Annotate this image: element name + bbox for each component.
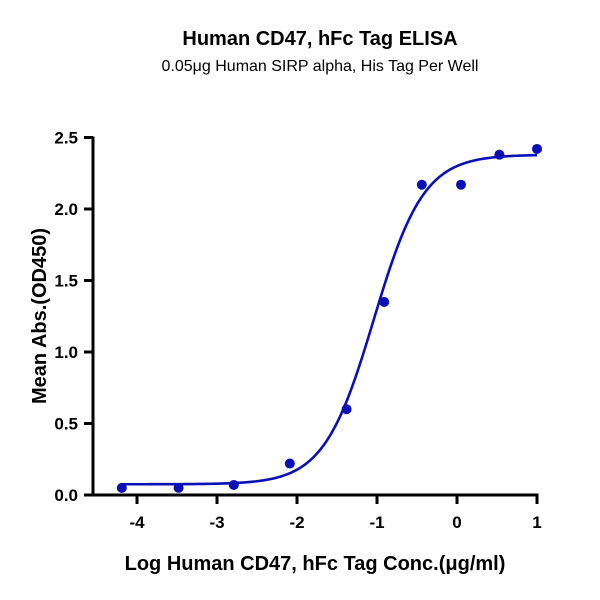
axes: -4 -3 -2 -1 0 1 0.0 0.5 1.0 1.5 2.0 2.5 <box>54 129 541 533</box>
fit-curve <box>121 153 538 486</box>
y-tick-label: 2.0 <box>54 200 78 219</box>
chart-title: Human CD47, hFc Tag ELISA <box>182 28 458 50</box>
data-point <box>284 458 295 469</box>
x-tick-label: 0 <box>452 513 461 532</box>
x-tick-label: -4 <box>129 513 145 532</box>
data-point <box>532 143 542 154</box>
data-point <box>494 149 505 160</box>
data-point <box>173 482 184 493</box>
fit-curve-group <box>121 153 538 486</box>
y-tick-label: 2.5 <box>54 129 78 148</box>
data-point <box>379 296 390 307</box>
y-axis-label: Mean Abs.(OD450) <box>29 228 51 404</box>
x-tick-label: -2 <box>289 513 304 532</box>
y-tick-label: 0.5 <box>54 415 78 434</box>
chart-subtitle: 0.05μg Human SIRP alpha, His Tag Per Wel… <box>161 58 479 75</box>
data-point <box>341 404 352 415</box>
y-tick-label: 0.0 <box>54 486 78 505</box>
data-point <box>456 179 466 190</box>
y-tick-label: 1.0 <box>54 343 78 362</box>
data-point <box>416 179 427 190</box>
x-axis-label: Log Human CD47, hFc Tag Conc.(μg/ml) <box>125 553 506 575</box>
data-point <box>116 482 127 493</box>
x-tick-label: -1 <box>369 513 384 532</box>
x-tick-label: 1 <box>532 513 541 532</box>
data-points <box>116 143 542 493</box>
data-point <box>228 479 239 490</box>
x-tick-label: -3 <box>209 513 224 532</box>
y-tick-label: 1.5 <box>54 272 78 291</box>
